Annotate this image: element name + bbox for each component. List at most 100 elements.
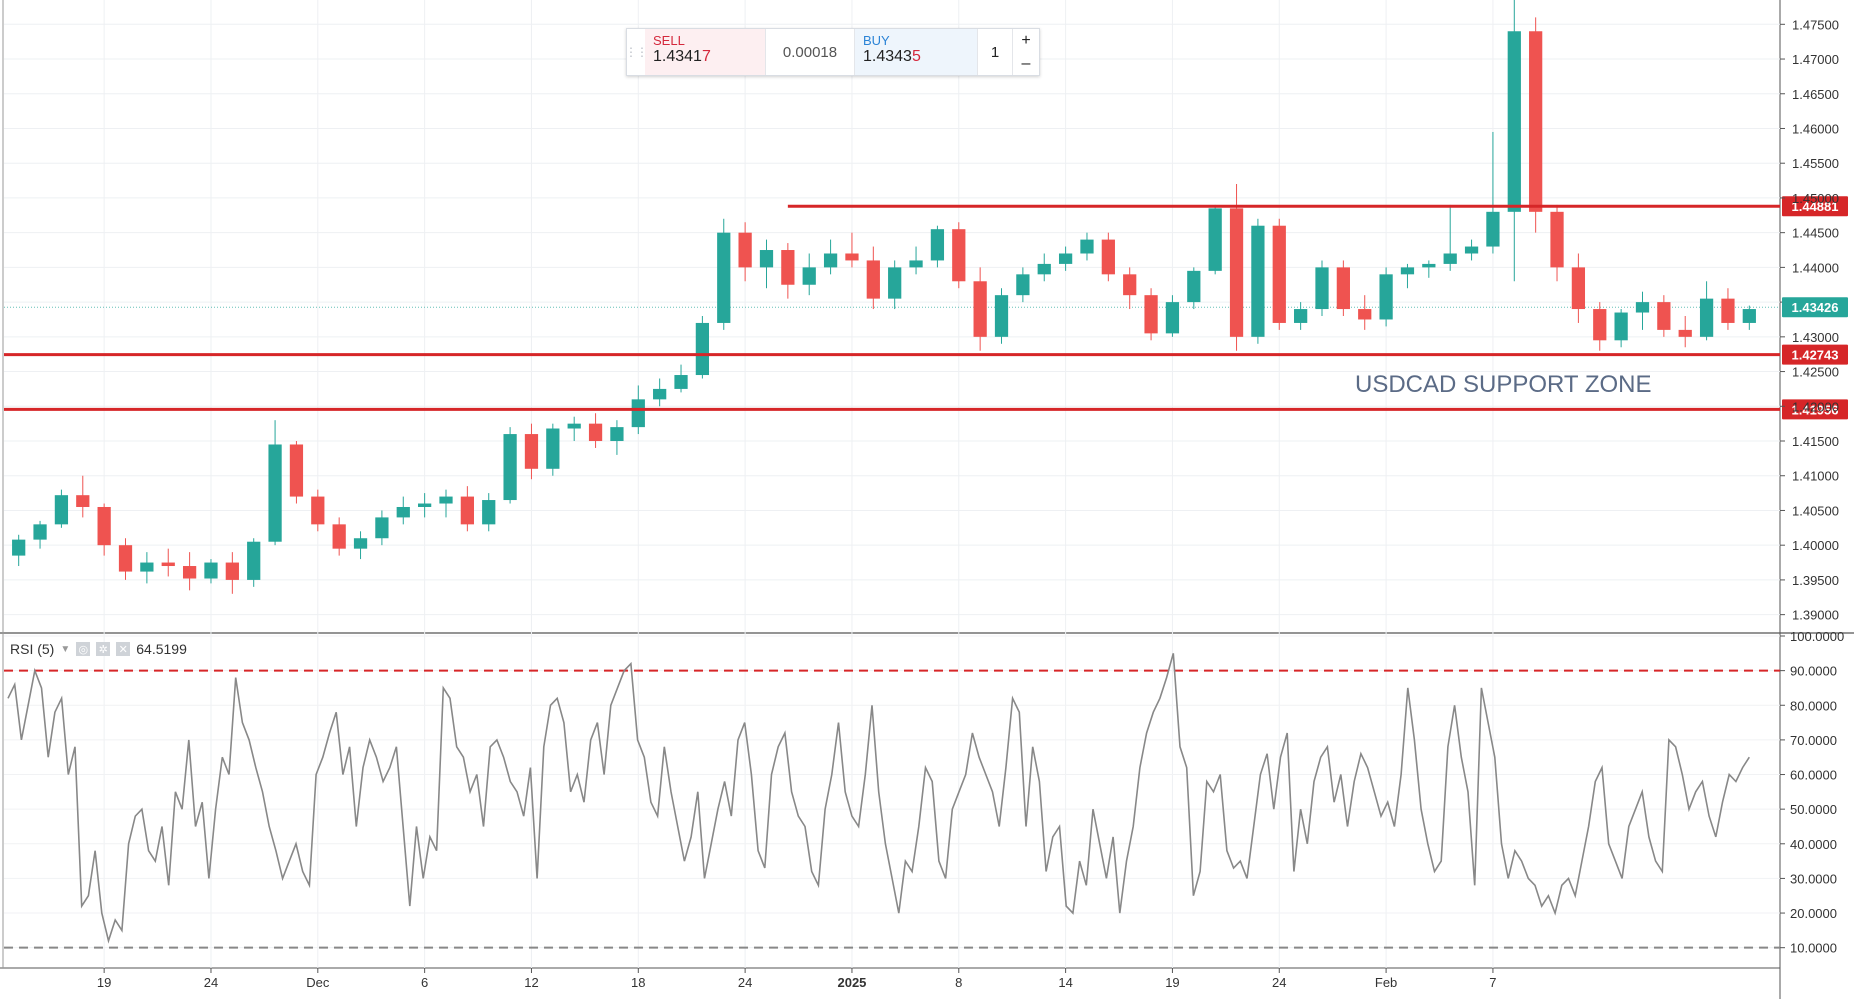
sell-price: 1.43417 bbox=[653, 48, 711, 65]
candle-body bbox=[140, 562, 154, 572]
rsi-grid bbox=[4, 635, 1780, 949]
candle bbox=[204, 559, 218, 584]
level-badge bbox=[1782, 196, 1848, 217]
candle-body bbox=[1400, 267, 1415, 275]
candle-body bbox=[1358, 309, 1372, 320]
rsi-tick-label: 90.0000 bbox=[1790, 664, 1837, 679]
candle bbox=[909, 246, 923, 275]
candle bbox=[1016, 267, 1030, 303]
rsi-tick-label: 60.0000 bbox=[1790, 768, 1837, 783]
rsi-tick-label: 50.0000 bbox=[1790, 802, 1837, 817]
candle bbox=[738, 222, 752, 282]
price-axis[interactable]: 1.39000 1.39500 1.40000 1.40500 1.41000 1.415… bbox=[1780, 17, 1848, 623]
candle-body bbox=[1635, 302, 1650, 313]
candle-body bbox=[588, 423, 603, 442]
candle-body bbox=[1208, 208, 1222, 271]
support-resistance-levels[interactable]: 1.44881 1.42743 1.41956 bbox=[4, 196, 1848, 420]
candle bbox=[695, 316, 710, 379]
candle bbox=[140, 552, 154, 584]
level-badge bbox=[1782, 344, 1848, 365]
candle bbox=[588, 413, 603, 448]
candle-body bbox=[1443, 253, 1457, 264]
rsi-line bbox=[7, 653, 1750, 944]
candle bbox=[1443, 204, 1457, 271]
price-tick-label: 1.45500 bbox=[1792, 156, 1839, 171]
candle-body bbox=[1294, 309, 1308, 323]
candle bbox=[1593, 302, 1607, 351]
candle bbox=[653, 378, 667, 407]
level-label: 1.42743 bbox=[1792, 348, 1839, 363]
candle-body bbox=[1251, 225, 1265, 337]
quantity-decrease-button[interactable]: – bbox=[1021, 54, 1031, 72]
candle bbox=[1208, 204, 1222, 275]
candle bbox=[1165, 295, 1180, 337]
rsi-legend: RSI (5) ▼ ◎ ✲ ✕ 64.5199 bbox=[10, 641, 187, 657]
candle bbox=[1721, 288, 1735, 330]
sell-button[interactable]: SELL 1.43417 bbox=[645, 29, 765, 75]
time-tick-label: 12 bbox=[524, 975, 538, 990]
candle-body bbox=[332, 524, 346, 549]
candle-body bbox=[1037, 263, 1051, 275]
rsi-series bbox=[4, 653, 1780, 949]
candle-body bbox=[204, 562, 218, 579]
rsi-tick-label: 70.0000 bbox=[1790, 733, 1837, 748]
candle bbox=[268, 420, 282, 546]
gear-icon[interactable]: ✲ bbox=[96, 642, 111, 656]
rsi-axis[interactable]: 10.0000 20.0000 30.0000 40.0000 50.0000 60.00… bbox=[1780, 629, 1844, 956]
candle bbox=[1571, 253, 1586, 323]
time-tick-label: 24 bbox=[1272, 975, 1286, 990]
price-tick-label: 1.43000 bbox=[1792, 330, 1839, 345]
support-zone-annotation: USDCAD SUPPORT ZONE bbox=[1355, 371, 1652, 398]
rsi-tick-label: 80.0000 bbox=[1790, 698, 1837, 713]
candle bbox=[503, 427, 517, 504]
candle bbox=[97, 503, 111, 556]
candle bbox=[482, 493, 496, 532]
candle-body bbox=[503, 434, 517, 501]
candle-body bbox=[1678, 329, 1692, 337]
rsi-legend-value: 64.5199 bbox=[136, 641, 187, 657]
price-tick-label: 1.44000 bbox=[1792, 260, 1839, 275]
candle bbox=[1315, 260, 1329, 316]
candle bbox=[1229, 184, 1244, 351]
candle-body bbox=[888, 267, 902, 299]
candle-body bbox=[54, 495, 69, 525]
candle bbox=[994, 288, 1009, 344]
time-tick-label: Feb bbox=[1375, 975, 1397, 990]
buy-button[interactable]: BUY 1.43435 bbox=[855, 29, 977, 75]
drag-handle-icon[interactable]: ⋮⋮ bbox=[625, 45, 648, 59]
candle-body bbox=[1165, 302, 1180, 334]
candle bbox=[1272, 218, 1286, 330]
trade-ticket: ⋮⋮ SELL 1.43417 0.00018 BUY 1.43435 1 + … bbox=[625, 28, 1040, 76]
candle-body bbox=[439, 496, 453, 504]
candle bbox=[439, 489, 453, 518]
close-icon[interactable]: ✕ bbox=[116, 642, 131, 656]
candle bbox=[1464, 239, 1479, 261]
buy-label: BUY bbox=[863, 33, 890, 48]
candle bbox=[1400, 263, 1415, 289]
quantity-increase-button[interactable]: + bbox=[1021, 31, 1031, 49]
price-tick-label: 1.39000 bbox=[1792, 608, 1839, 623]
candle-body bbox=[1529, 31, 1543, 212]
candle bbox=[1742, 305, 1756, 330]
candle bbox=[1101, 232, 1115, 282]
candle-body bbox=[1101, 239, 1115, 275]
quantity-value[interactable]: 1 bbox=[977, 29, 1013, 75]
candle-body bbox=[674, 375, 688, 389]
candle-body bbox=[311, 496, 325, 525]
current-price-badge bbox=[1782, 297, 1848, 318]
candle-body bbox=[1464, 246, 1479, 254]
candle bbox=[1358, 295, 1372, 330]
candle bbox=[375, 510, 389, 546]
price-tick-label: 1.40500 bbox=[1792, 503, 1839, 518]
visibility-icon[interactable]: ◎ bbox=[76, 642, 91, 656]
time-tick-label: 19 bbox=[97, 975, 111, 990]
candle-body bbox=[845, 253, 859, 261]
candle-body bbox=[1315, 267, 1329, 310]
price-tick-label: 1.39500 bbox=[1792, 573, 1839, 588]
time-axis[interactable]: 19 24 Dec 6 12 18 24 2025 8 14 19 24 Feb 7 bbox=[97, 968, 1497, 990]
candle bbox=[1144, 288, 1158, 341]
candle-body bbox=[653, 388, 667, 400]
chevron-down-icon[interactable]: ▼ bbox=[60, 643, 71, 655]
candle-body bbox=[1593, 309, 1607, 341]
